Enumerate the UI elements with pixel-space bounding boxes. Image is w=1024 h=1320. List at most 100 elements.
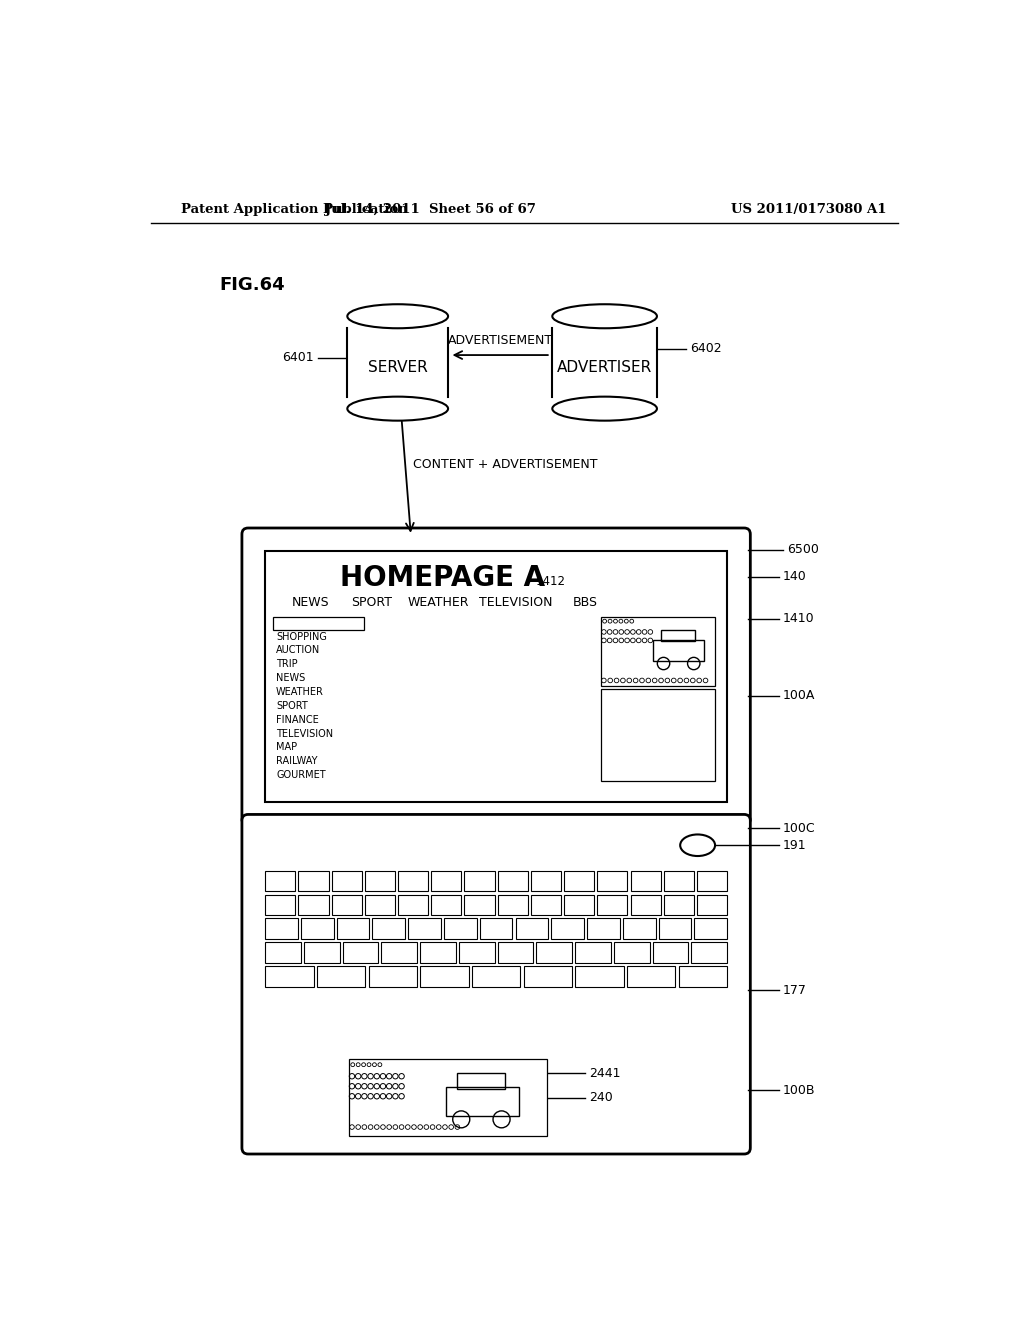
Text: 191: 191 [783,838,807,851]
Text: NEWSFLASH: NEWSFLASH [622,693,694,702]
Text: Jul. 14, 2011  Sheet 56 of 67: Jul. 14, 2011 Sheet 56 of 67 [325,203,536,216]
Bar [265,871,295,891]
Text: NEWS: NEWS [291,597,329,610]
Bar [498,942,534,964]
Bar [444,919,477,940]
Ellipse shape [552,304,657,329]
Bar [694,919,727,940]
Bar [273,616,365,630]
Text: ● x x x: ● x x x [605,747,645,758]
Bar [515,919,548,940]
Bar [652,942,688,964]
Bar [332,895,361,915]
Ellipse shape [347,396,449,421]
Bar [349,1059,547,1137]
Bar [365,895,395,915]
Bar [398,871,428,891]
Bar [431,895,462,915]
Bar [409,919,441,940]
Text: 240: 240 [589,1092,613,1105]
Bar [298,871,329,891]
Text: ● △△△△△△△△: ● △△△△△△△△ [605,704,687,713]
Bar [373,919,406,940]
Bar [537,942,572,964]
Bar [575,966,624,987]
Bar [381,942,417,964]
Bar [465,871,495,891]
Bar [679,966,727,987]
Bar [472,966,520,987]
Text: US 2011/0173080 A1: US 2011/0173080 A1 [731,203,887,216]
Bar [343,942,378,964]
Bar [480,919,512,940]
Bar [265,552,727,803]
Text: SPORT: SPORT [276,701,308,711]
Bar [337,919,370,940]
Text: MAP: MAP [276,742,297,752]
Bar [465,895,495,915]
Text: BBS: BBS [572,597,598,610]
Bar [265,966,313,987]
Bar [575,942,611,964]
Text: 100B: 100B [783,1084,815,1097]
Text: ADVERTISEMENT: ADVERTISEMENT [447,334,553,347]
Text: AUCTION: AUCTION [276,645,321,656]
Bar [304,942,340,964]
Bar [398,895,428,915]
Text: TELEVISION: TELEVISION [276,729,333,739]
Bar [420,966,469,987]
Text: FIG.64: FIG.64 [219,276,285,294]
Bar [627,966,676,987]
Text: FINANCE: FINANCE [276,714,318,725]
Text: 6500: 6500 [786,543,818,556]
Bar [265,919,298,940]
Text: ● ○○○○○: ● ○○○○○ [605,762,668,772]
Bar [564,871,594,891]
Bar [332,871,361,891]
Text: NEWS: NEWS [276,673,305,684]
Text: ADVERTISER: ADVERTISER [557,359,652,375]
Text: 1410: 1410 [783,612,814,626]
Bar [631,871,660,891]
Bar [601,616,716,686]
Bar [347,329,449,409]
Bar [420,942,456,964]
Text: 6401: 6401 [283,351,314,364]
Bar [316,966,366,987]
Bar [530,895,561,915]
Bar [265,895,295,915]
Text: GOURMET: GOURMET [276,770,326,780]
Bar [662,630,694,642]
Bar [587,919,620,940]
Bar [459,942,495,964]
Text: SHOPPING: SHOPPING [276,631,327,642]
Text: 140: 140 [783,570,807,583]
Text: 2441: 2441 [589,1067,621,1080]
Ellipse shape [347,304,449,329]
Bar [664,895,694,915]
Bar [298,895,329,915]
Text: SERVER: SERVER [368,359,428,375]
Bar [445,1088,519,1117]
Text: 177: 177 [783,983,807,997]
Text: WEATHER: WEATHER [276,686,324,697]
Bar [697,871,727,891]
Bar [498,871,527,891]
Bar [458,1073,506,1089]
Text: TELEVISION: TELEVISION [479,597,552,610]
Bar [664,871,694,891]
Bar [697,895,727,915]
FancyBboxPatch shape [242,528,751,825]
Text: CONTENT + ADVERTISEMENT: CONTENT + ADVERTISEMENT [414,458,598,471]
Text: SERVICE: SERVICE [294,618,343,628]
Bar [597,871,628,891]
Bar [597,895,628,915]
Bar [530,871,561,891]
Bar [653,640,703,661]
Text: ● ○○○: ● ○○○ [605,718,648,727]
Text: WEATHER: WEATHER [408,597,469,610]
Text: SPORT: SPORT [351,597,392,610]
Text: 1412: 1412 [536,574,565,587]
Text: RAILWAY: RAILWAY [276,756,317,767]
Bar [498,895,527,915]
